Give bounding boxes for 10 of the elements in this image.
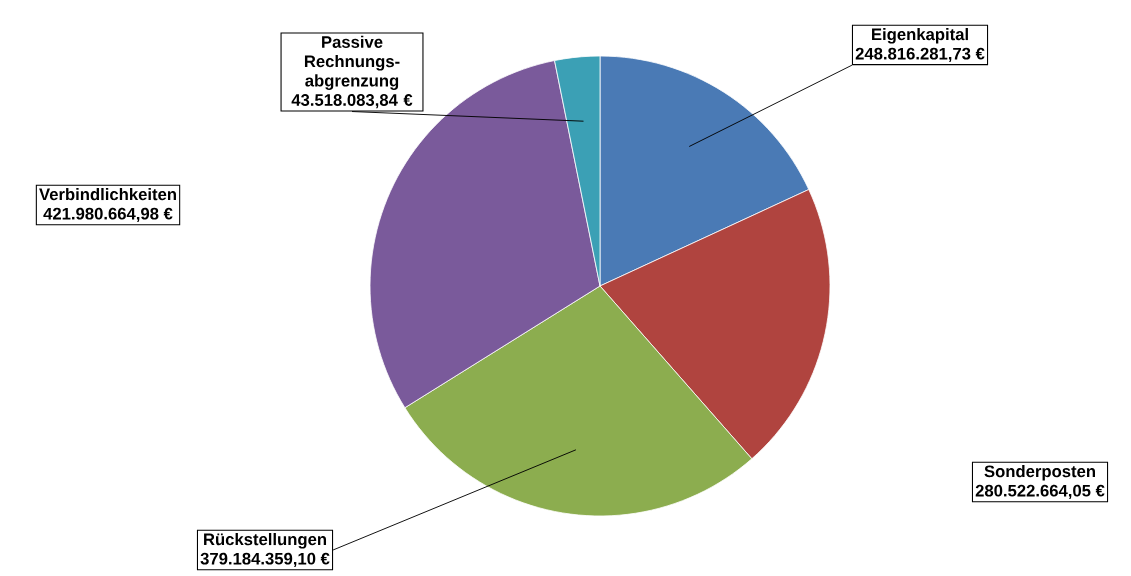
data-label: 421.980.664,98 €: [43, 207, 173, 222]
data-label: 248.816.281,73 €: [855, 47, 985, 62]
slice-label: Rückstellungen: [204, 533, 327, 549]
data-label: 379.184.359,10 €: [200, 552, 330, 567]
slice-label: Eigenkapital: [872, 27, 968, 44]
slice-label: Sonderposten: [984, 465, 1095, 481]
data-label: 43.518.083,84 €: [291, 94, 413, 109]
slice-label: Passive Rechnungs-abgrenzung: [304, 35, 400, 90]
data-label: 280.522.664,05 €: [975, 484, 1105, 499]
slice-label: Verbindlichkeiten: [39, 187, 176, 201]
